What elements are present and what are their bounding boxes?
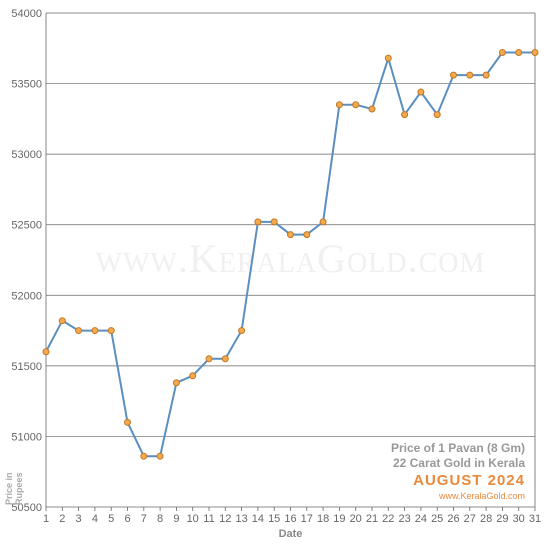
x-tick-label: 10 [187,513,199,525]
x-tick-label: 15 [268,513,280,525]
x-tick-label: 16 [284,513,296,525]
x-tick-label: 21 [366,513,378,525]
x-tick-label: 23 [398,513,410,525]
data-point [320,219,326,225]
x-tick-label: 25 [431,513,443,525]
x-axis-label: Date [279,528,303,540]
x-tick-label: 3 [76,513,82,525]
x-tick-label: 20 [350,513,362,525]
y-tick-label: 53500 [11,79,42,91]
x-tick-label: 6 [124,513,130,525]
y-axis-label: Price in [4,472,14,505]
x-tick-label: 5 [108,513,114,525]
x-tick-label: 14 [252,513,264,525]
y-axis-label: Rupees [14,472,24,505]
data-point [271,219,277,225]
data-point [206,356,212,362]
data-point [451,72,457,78]
data-point [239,328,245,334]
data-point [336,102,342,108]
data-point [255,219,261,225]
x-tick-label: 19 [333,513,345,525]
x-tick-label: 2 [59,513,65,525]
y-tick-label: 51500 [11,361,42,373]
watermark: www.KeralaGold.com [96,236,486,281]
x-tick-label: 9 [173,513,179,525]
data-point [418,89,424,95]
data-point [467,72,473,78]
y-tick-label: 51000 [11,431,42,443]
data-point [76,328,82,334]
data-point [43,349,49,355]
y-tick-label: 53000 [11,149,42,161]
data-point [157,453,163,459]
data-point [516,50,522,56]
x-tick-label: 13 [235,513,247,525]
data-point [385,55,391,61]
data-point [108,328,114,334]
x-tick-label: 7 [141,513,147,525]
data-point [141,453,147,459]
x-tick-label: 17 [301,513,313,525]
data-point [173,380,179,386]
y-tick-label: 52500 [11,220,42,232]
x-tick-label: 31 [529,513,541,525]
data-point [92,328,98,334]
x-tick-label: 24 [415,513,427,525]
x-tick-label: 8 [157,513,163,525]
site-url: www.KeralaGold.com [438,491,525,501]
y-tick-label: 54000 [11,8,42,20]
data-point [434,112,440,118]
x-tick-label: 12 [219,513,231,525]
x-tick-label: 4 [92,513,98,525]
gold-price-chart: www.KeralaGold.com5050051000515005200052… [0,0,550,550]
data-point [59,318,65,324]
data-point [499,50,505,56]
x-tick-label: 28 [480,513,492,525]
chart-title-line2: 22 Carat Gold in Kerala [393,456,525,470]
x-tick-label: 18 [317,513,329,525]
data-point [125,419,131,425]
data-point [369,106,375,112]
data-point [288,232,294,238]
data-point [222,356,228,362]
x-tick-label: 29 [496,513,508,525]
data-point [483,72,489,78]
chart-container: www.KeralaGold.com5050051000515005200052… [0,0,550,550]
chart-title-line1: Price of 1 Pavan (8 Gm) [391,441,525,455]
data-point [402,112,408,118]
data-point [190,373,196,379]
x-tick-label: 27 [464,513,476,525]
data-point [304,232,310,238]
x-tick-label: 22 [382,513,394,525]
x-tick-label: 11 [203,513,214,525]
x-tick-label: 26 [447,513,459,525]
data-point [532,50,538,56]
x-tick-label: 1 [43,513,49,525]
data-point [353,102,359,108]
y-tick-label: 52000 [11,290,42,302]
x-tick-label: 30 [513,513,525,525]
chart-month: AUGUST 2024 [413,472,525,489]
